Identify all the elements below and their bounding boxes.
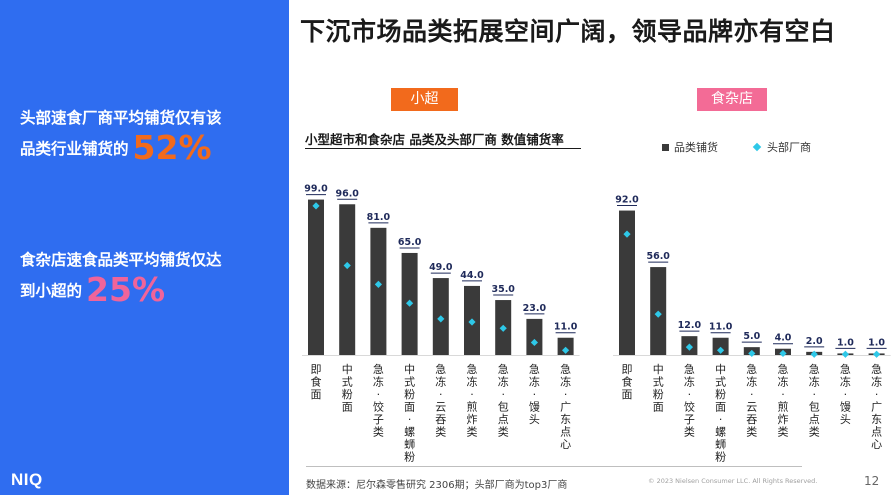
data-label: 23.0 [523,303,547,314]
copyright: © 2023 Nielsen Consumer LLC. All Rights … [648,477,818,485]
data-label: 5.0 [743,331,760,342]
data-label: 81.0 [367,212,391,223]
data-label: 11.0 [554,322,578,333]
stat2-line1: 食杂店速食品类平均铺货仅达 [20,251,222,269]
head-manufacturer-marker [748,349,756,358]
legend-bar-label: 品类铺货 [674,141,718,154]
tick-label: 中式粉面 [342,363,353,414]
stat-manufacturer-coverage: 头部速食厂商平均铺货仅有该 品类行业铺货的 52% [20,103,222,164]
tick-label: 急冻·包点类 [809,362,820,439]
head-manufacturer-marker [406,299,414,307]
tick-label: 中式粉面·螺蛳粉 [404,363,415,464]
head-manufacturer-marker [468,318,476,326]
tag-small-supermarket: 小超 [391,88,458,111]
chart-title-underline [305,148,581,149]
data-label: 99.0 [304,184,328,195]
data-label: 65.0 [398,237,422,248]
stat1-percent: 52% [132,128,212,167]
page-number: 12 [864,474,880,488]
legend-top-manufacturer: 头部厂商 [752,139,811,155]
tick-label: 急冻·云吞类 [435,362,446,439]
data-label: 92.0 [615,195,639,206]
data-source: 数据来源：尼尔森零售研究 2306期；头部厂商为top3厂商 [306,480,568,491]
tick-label: 急冻·馒头 [840,362,851,426]
stat1-line1: 头部速食厂商平均铺货仅有该 [20,109,222,127]
head-manufacturer-marker [374,280,382,288]
head-manufacturer-marker [717,346,725,354]
chart-title: 小型超市和食杂店 品类及头部厂商 数值铺货率 [305,132,564,147]
tick-label: 即食面 [311,363,322,401]
footer-divider [306,466,802,467]
bar [526,318,543,355]
bar [339,204,356,355]
tick-label: 急冻·云吞类 [746,362,757,439]
tick-label: 即食面 [622,363,633,401]
tick-label: 急冻·饺子类 [684,362,695,439]
stat1-line2: 品类行业铺货的 [20,140,129,158]
tick-label: 中式粉面·螺蛳粉 [715,363,726,464]
data-label: 1.0 [868,337,885,348]
left-panel: 头部速食厂商平均铺货仅有该 品类行业铺货的 52% 食杂店速食品类平均铺货仅达 到… [0,0,289,495]
head-manufacturer-marker [810,350,818,358]
legend-category-distribution: 品类铺货 [662,139,718,155]
head-manufacturer-marker [685,343,693,351]
tick-label: 急冻·煎炸类 [467,362,478,439]
data-label: 49.0 [429,262,453,273]
head-manufacturer-marker [499,324,507,332]
head-manufacturer-marker [841,350,849,358]
tick-label: 中式粉面 [653,363,664,414]
data-label: 35.0 [491,284,515,295]
data-label: 11.0 [709,322,733,333]
head-manufacturer-marker [873,350,881,358]
bar [712,337,729,355]
tick-label: 急冻·广东点心 [560,362,571,451]
bar [308,199,324,355]
tick-label: 急冻·饺子类 [373,362,384,439]
data-label: 96.0 [335,188,359,199]
head-manufacturer-marker [562,346,570,354]
data-label: 44.0 [460,270,484,281]
stat-grocery-coverage: 食杂店速食品类平均铺货仅达 到小超的 25% [20,245,222,306]
head-manufacturer-marker [343,261,351,270]
tick-label: 急冻·广东点心 [871,362,882,451]
data-label: 56.0 [646,251,670,262]
head-manufacturer-marker [530,338,538,347]
stat2-line2: 到小超的 [20,282,83,300]
legend-bar-swatch [662,144,669,151]
bar [370,227,387,355]
niq-logo: NIQ [11,470,43,489]
head-manufacturer-marker [312,202,320,210]
tick-label: 急冻·馒头 [529,362,540,426]
bar [557,337,574,355]
legend-dot-label: 头部厂商 [767,141,811,154]
stat2-percent: 25% [86,270,166,309]
page-title: 下沉市场品类拓展空间广阔，领导品牌亦有空白 [300,17,836,46]
head-manufacturer-marker [654,310,662,318]
tag-grocery-store: 食杂店 [697,88,767,111]
data-label: 2.0 [806,336,823,347]
data-label: 4.0 [775,333,792,344]
tick-label: 急冻·包点类 [498,362,509,439]
bar [619,210,635,355]
data-label: 1.0 [837,337,854,348]
tick-label: 急冻·煎炸类 [778,362,789,439]
head-manufacturer-marker [779,349,787,358]
data-label: 12.0 [678,320,702,331]
head-manufacturer-marker [623,230,631,238]
head-manufacturer-marker [437,315,445,323]
